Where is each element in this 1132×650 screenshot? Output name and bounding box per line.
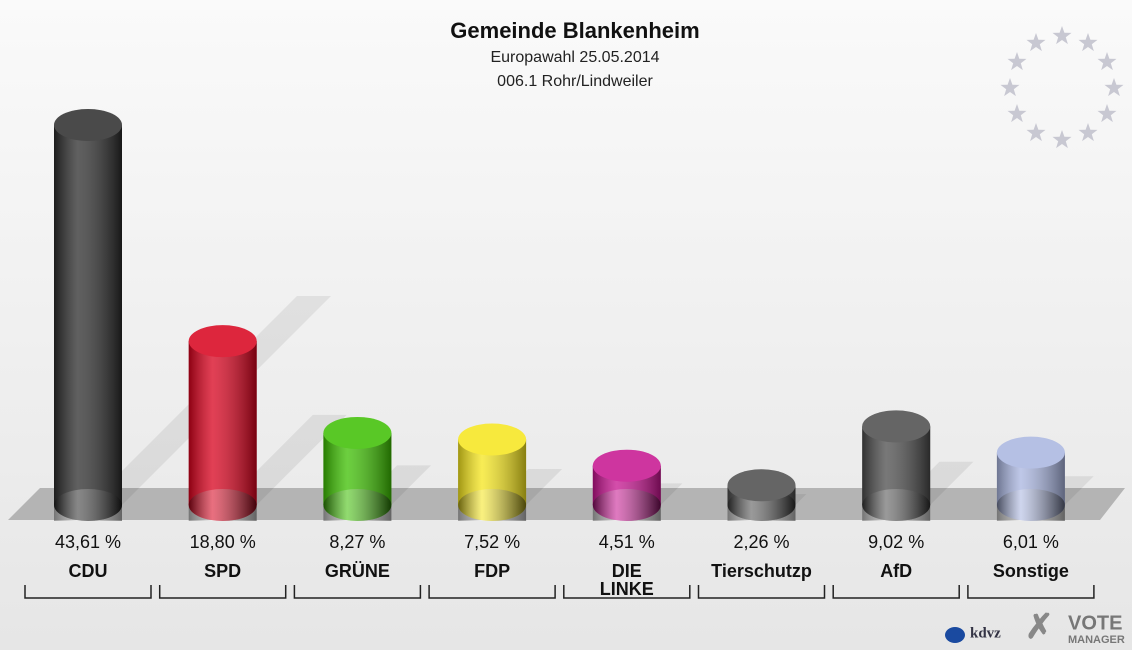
value-label: 43,61 % bbox=[54, 532, 122, 552]
bar-top bbox=[862, 410, 931, 443]
bar-top bbox=[727, 469, 796, 502]
value-label: 7,52 % bbox=[464, 532, 521, 552]
bar-top bbox=[323, 416, 392, 449]
bar-top-highlight bbox=[54, 109, 122, 141]
bar-top bbox=[996, 436, 1065, 469]
star bbox=[1078, 123, 1098, 142]
star bbox=[1052, 130, 1072, 149]
logo-text: kdvz bbox=[970, 625, 1001, 641]
district: 006.1 Rohr/Lindweiler bbox=[497, 73, 653, 90]
chart-title: Gemeinde Blankenheim bbox=[450, 18, 699, 43]
category-label: CDU bbox=[68, 561, 108, 581]
star bbox=[1097, 104, 1117, 123]
eu-stars bbox=[1000, 26, 1124, 149]
bar-shade bbox=[54, 125, 122, 521]
star bbox=[1104, 78, 1124, 97]
star bbox=[1097, 52, 1117, 71]
bar-top bbox=[188, 325, 257, 358]
bracket bbox=[697, 585, 826, 599]
category-label: GRÜNE bbox=[324, 561, 390, 581]
category-label: DIE LINKE bbox=[599, 561, 654, 599]
bar-bottom-shade bbox=[458, 489, 527, 521]
star bbox=[1000, 78, 1020, 97]
star bbox=[1052, 26, 1072, 45]
bar-bottom-shade bbox=[862, 489, 931, 521]
floor bbox=[8, 488, 1125, 520]
logo-icon bbox=[945, 627, 965, 643]
bar-top bbox=[54, 109, 122, 141]
bar-top-highlight bbox=[188, 325, 257, 358]
value-label: 4,51 % bbox=[598, 532, 655, 552]
value-label: 18,80 % bbox=[189, 532, 256, 552]
bar-bottom-shade bbox=[54, 489, 122, 521]
category-label: Tierschutzp bbox=[711, 561, 812, 581]
bracket bbox=[293, 585, 422, 599]
value-label: 8,27 % bbox=[329, 532, 386, 552]
bar-bottom-shade bbox=[592, 489, 661, 521]
logo-x: ✗ bbox=[1025, 608, 1054, 646]
bracket bbox=[967, 585, 1095, 599]
bar-top-highlight bbox=[323, 416, 392, 449]
bracket bbox=[563, 585, 691, 599]
subtitle: Europawahl 25.05.2014 bbox=[490, 49, 659, 66]
bar-top-highlight bbox=[592, 449, 661, 482]
bracket bbox=[158, 585, 287, 599]
star bbox=[1078, 33, 1098, 52]
bar-top-highlight bbox=[727, 469, 796, 502]
bar-top bbox=[458, 423, 527, 456]
value-label: 2,26 % bbox=[733, 532, 790, 552]
bar-bottom-shade bbox=[323, 489, 392, 521]
bracket bbox=[428, 585, 556, 599]
bracket bbox=[832, 585, 960, 599]
bracket bbox=[24, 585, 152, 599]
category-label: SPD bbox=[204, 561, 242, 581]
bar-top-highlight bbox=[458, 423, 527, 456]
star bbox=[1007, 52, 1027, 71]
bar-top-highlight bbox=[862, 410, 931, 443]
value-label: 9,02 % bbox=[868, 532, 925, 552]
bar-top-highlight bbox=[996, 436, 1065, 469]
value-label: 6,01 % bbox=[1002, 532, 1059, 552]
bar-bottom-shade bbox=[188, 489, 257, 521]
bar-bottom-shade bbox=[996, 489, 1065, 521]
category-label: FDP bbox=[474, 561, 511, 581]
star bbox=[1026, 123, 1046, 142]
category-label: Sonstige bbox=[992, 561, 1069, 581]
star bbox=[1007, 104, 1027, 123]
category-label: AfD bbox=[880, 561, 913, 581]
logo-text: MANAGER bbox=[1068, 634, 1125, 646]
star bbox=[1026, 33, 1046, 52]
bar-top bbox=[592, 449, 661, 482]
logo-text: VOTE bbox=[1068, 612, 1122, 634]
